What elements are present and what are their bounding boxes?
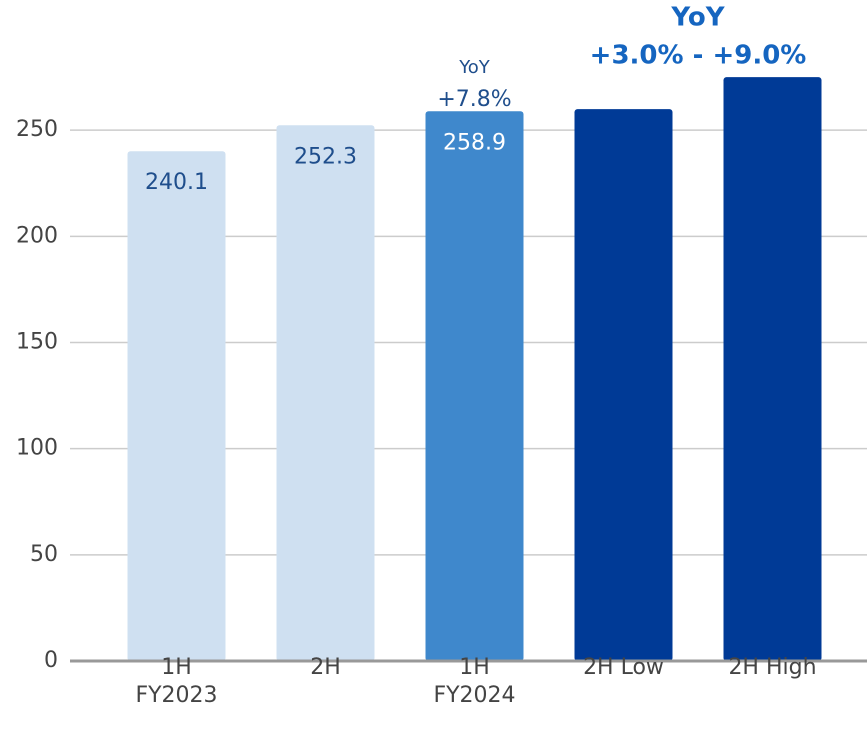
y-tick-label: 150 <box>16 330 58 355</box>
annotation: YoY <box>458 57 491 78</box>
y-tick-label: 0 <box>44 648 58 673</box>
bar <box>276 125 375 661</box>
x-tick-label: 2H Low <box>583 655 664 680</box>
bar <box>574 109 673 661</box>
x-tick-label: 1H FY2024 <box>433 655 516 708</box>
data-label: 252.3 <box>294 144 357 169</box>
bar <box>425 111 524 662</box>
x-tick-label: 1H FY2023 <box>135 655 218 708</box>
data-label: 258.9 <box>443 130 506 155</box>
annotation: YoY <box>670 3 725 33</box>
bar <box>127 151 226 661</box>
y-tick-label: 100 <box>16 436 58 461</box>
data-label: 240.1 <box>145 170 208 195</box>
annotation: +3.0% - +9.0% <box>590 41 807 71</box>
y-tick-label: 200 <box>16 223 58 248</box>
x-tick-label: 2H <box>310 655 341 680</box>
annotation: +7.8% <box>437 87 511 112</box>
x-tick-label: 2H High <box>728 655 817 680</box>
bar <box>723 77 822 662</box>
y-tick-label: 50 <box>30 542 58 567</box>
y-tick-label: 250 <box>16 117 58 142</box>
